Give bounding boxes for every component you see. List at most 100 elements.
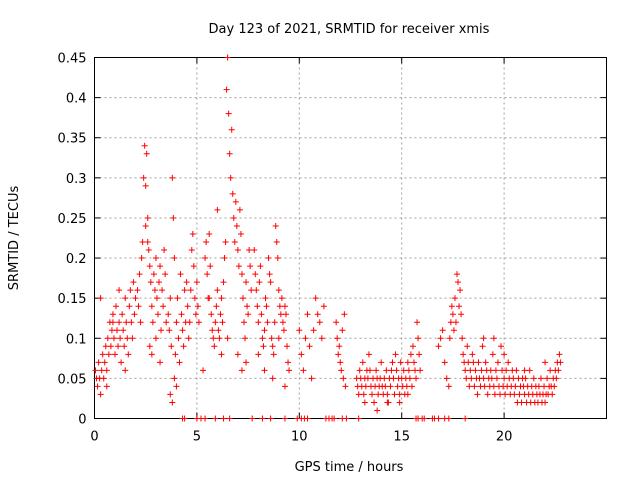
data-point xyxy=(138,255,145,262)
data-point xyxy=(487,367,494,374)
data-point xyxy=(286,367,293,374)
data-point xyxy=(152,255,159,262)
data-point xyxy=(463,375,470,382)
data-point xyxy=(226,150,233,157)
data-point xyxy=(139,239,146,246)
y-tick-label: 0.3 xyxy=(66,172,87,187)
data-point xyxy=(390,375,397,382)
data-point xyxy=(553,375,560,382)
data-point xyxy=(280,327,287,334)
data-point xyxy=(223,86,230,93)
data-point xyxy=(335,351,342,358)
data-point xyxy=(212,319,219,326)
data-point xyxy=(145,247,152,254)
data-point xyxy=(470,359,477,366)
data-point xyxy=(220,279,227,286)
data-point xyxy=(400,367,407,374)
data-point xyxy=(273,239,280,246)
data-points xyxy=(92,54,564,422)
y-tick-label: 0.4 xyxy=(66,92,87,107)
data-point xyxy=(119,311,126,318)
data-point xyxy=(445,415,452,422)
data-point xyxy=(118,359,125,366)
data-point xyxy=(435,415,442,422)
data-point xyxy=(115,343,122,350)
data-point xyxy=(97,295,104,302)
data-point xyxy=(225,110,232,117)
data-point xyxy=(215,327,222,334)
data-point xyxy=(146,343,153,350)
x-tick-label: 10 xyxy=(291,430,308,445)
data-point xyxy=(153,295,160,302)
data-point xyxy=(233,222,240,229)
data-point xyxy=(336,343,343,350)
data-point xyxy=(279,319,286,326)
data-point xyxy=(176,359,183,366)
data-point xyxy=(366,367,373,374)
data-point xyxy=(542,399,549,406)
data-point xyxy=(465,359,472,366)
data-point xyxy=(259,335,266,342)
data-point xyxy=(409,343,416,350)
data-point xyxy=(94,383,101,390)
data-point xyxy=(212,415,219,422)
data-point xyxy=(151,287,158,294)
data-point xyxy=(276,303,283,310)
data-point xyxy=(304,311,311,318)
data-point xyxy=(298,351,305,358)
data-point xyxy=(443,375,450,382)
data-point xyxy=(467,367,474,374)
data-point xyxy=(480,375,487,382)
data-point xyxy=(121,343,128,350)
y-tick-label: 0 xyxy=(78,413,86,428)
data-point xyxy=(140,174,147,181)
data-point xyxy=(124,335,131,342)
data-point xyxy=(217,311,224,318)
data-point xyxy=(493,375,500,382)
data-point xyxy=(228,126,235,133)
data-point xyxy=(187,287,194,294)
data-point xyxy=(413,375,420,382)
data-point xyxy=(451,295,458,302)
data-point xyxy=(97,391,104,398)
data-point xyxy=(191,295,198,302)
x-tick-label: 5 xyxy=(193,430,201,445)
data-point xyxy=(269,343,276,350)
data-point xyxy=(173,319,180,326)
data-point xyxy=(407,351,414,358)
data-point xyxy=(267,415,274,422)
data-point xyxy=(265,255,272,262)
data-point xyxy=(306,343,313,350)
data-point xyxy=(464,343,471,350)
data-point xyxy=(268,335,275,342)
data-point xyxy=(460,351,467,358)
data-point xyxy=(192,311,199,318)
data-point xyxy=(374,407,381,414)
y-axis-label: SRMTID / TECUs xyxy=(7,186,22,291)
data-point xyxy=(521,367,528,374)
data-point xyxy=(261,367,268,374)
data-point xyxy=(338,367,345,374)
data-point xyxy=(511,391,518,398)
y-tick-label: 0.35 xyxy=(58,132,87,147)
data-point xyxy=(403,383,410,390)
data-point xyxy=(229,190,236,197)
data-point xyxy=(177,271,184,278)
data-point xyxy=(171,255,178,262)
data-point xyxy=(263,303,270,310)
data-point xyxy=(282,311,289,318)
data-point xyxy=(412,367,419,374)
data-point xyxy=(362,383,369,390)
data-point xyxy=(157,359,164,366)
data-point xyxy=(195,319,202,326)
data-point xyxy=(542,359,549,366)
data-point xyxy=(110,335,117,342)
data-point xyxy=(132,295,139,302)
data-point xyxy=(231,239,238,246)
data-point xyxy=(373,367,380,374)
data-point xyxy=(498,343,505,350)
data-point xyxy=(122,367,129,374)
data-point xyxy=(304,415,311,422)
data-point xyxy=(230,214,237,221)
data-point xyxy=(237,230,244,237)
